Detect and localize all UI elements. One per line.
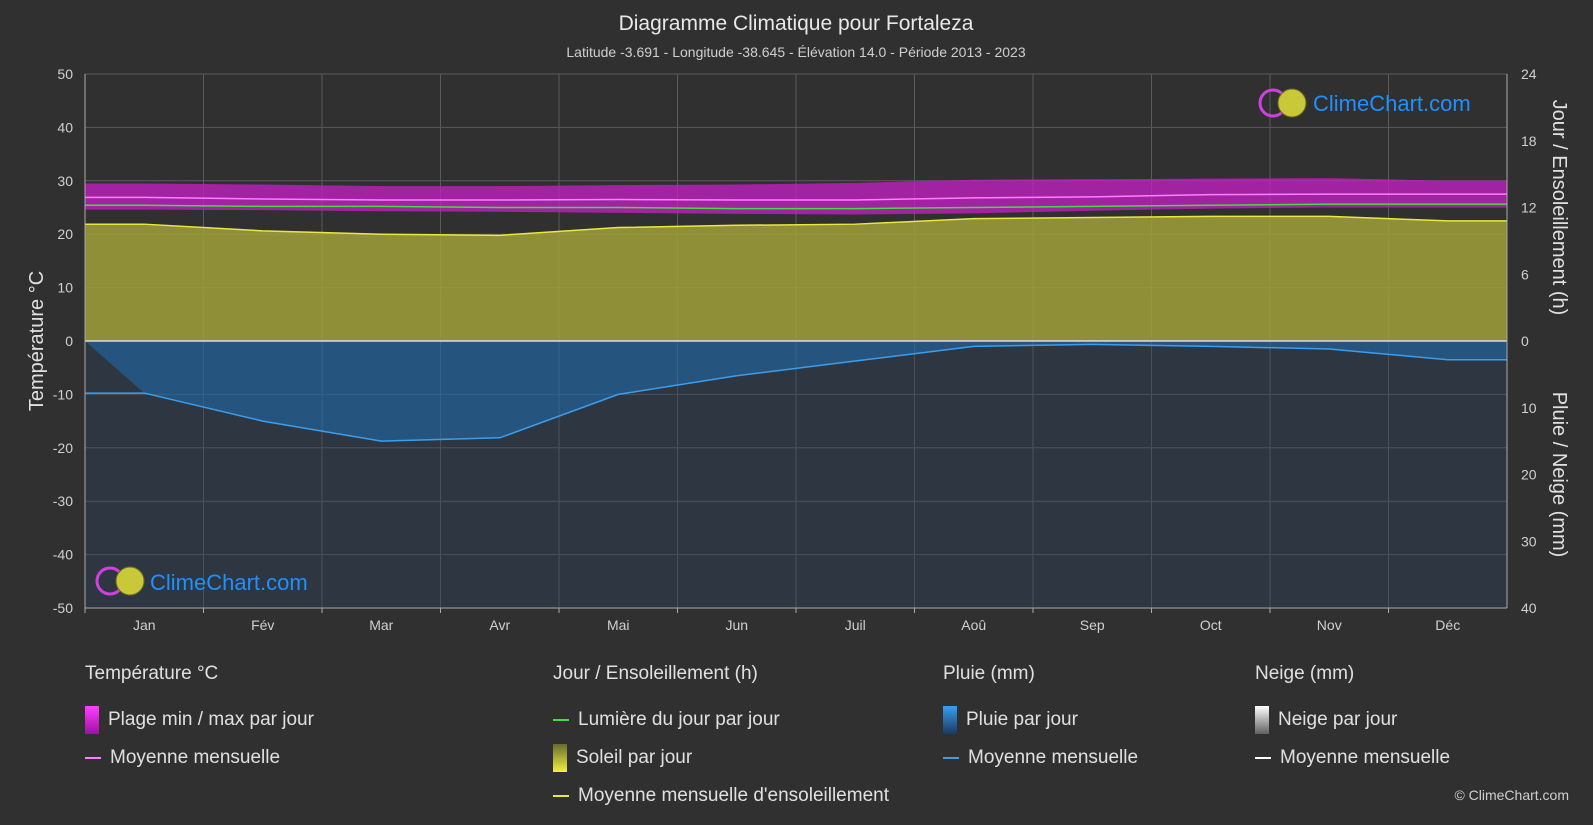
x-tick-label: Fév [251, 617, 274, 633]
legend-item: Moyenne mensuelle [110, 747, 281, 768]
y2-tick-label: 18 [1521, 133, 1537, 149]
legend-title: Pluie (mm) [943, 663, 1035, 684]
chart-title: Diagramme Climatique pour Fortaleza [619, 12, 974, 35]
legend-title: Température °C [85, 663, 219, 684]
x-tick-label: Sep [1080, 617, 1105, 633]
y-tick-label: 20 [57, 226, 73, 242]
x-tick-label: Aoû [961, 617, 986, 633]
axes: 50 40 30 20 10 0 -10 -20 -30 -40 -50 24 18 12 6 0 10 20 30… [26, 66, 1570, 633]
y-tick-label: 50 [57, 66, 73, 82]
copyright: © ClimeChart.com [1454, 787, 1569, 803]
y-axis-label: Température °C [26, 271, 48, 411]
chart-subtitle: Latitude -3.691 - Longitude -38.645 - Él… [566, 44, 1025, 60]
x-tick-label: Nov [1317, 617, 1342, 633]
temperature-mean-line [85, 193, 1507, 201]
y-tick-label: 40 [57, 119, 73, 135]
rain-area-fill [85, 341, 1507, 442]
legend-item: Pluie par jour [966, 709, 1078, 730]
x-tick-label: Mai [607, 617, 630, 633]
legend-title: Neige (mm) [1255, 663, 1355, 684]
y3-tick-label: 40 [1521, 600, 1537, 616]
y-tick-label: -30 [53, 493, 73, 509]
logo-globe-icon [1277, 88, 1307, 118]
mean-lines [85, 193, 1507, 442]
y-tick-label: 10 [57, 280, 73, 296]
y-tick-label: 30 [57, 173, 73, 189]
snow-swatch [1255, 706, 1269, 734]
watermark-top: ClimeChart.com [1258, 88, 1471, 118]
daylight-line [85, 203, 1507, 210]
legend-item: Soleil par jour [576, 747, 693, 768]
y3-tick-label: 20 [1521, 467, 1537, 483]
sunshine-mean-swatch [553, 795, 569, 797]
legend-temperature: Température °C Plage min / max par jour … [85, 663, 314, 777]
y2-tick-label: 0 [1521, 333, 1529, 349]
legend-sun: Jour / Ensoleillement (h) Lumière du jou… [553, 663, 889, 815]
legend-rain: Pluie (mm) Pluie par jour Moyenne mensue… [943, 663, 1138, 777]
legend-item: Moyenne mensuelle d'ensoleillement [578, 785, 889, 806]
sunshine-area [85, 216, 1507, 341]
y3-tick-label: 10 [1521, 400, 1537, 416]
y2-axis-label: Jour / Ensoleillement (h) [1548, 100, 1570, 316]
temp-band-swatch [85, 706, 99, 734]
x-tick-label: Oct [1200, 617, 1222, 633]
y2-tick-label: 6 [1521, 266, 1529, 282]
y-tick-label: 0 [65, 333, 73, 349]
x-tick-label: Jan [133, 617, 156, 633]
watermark-bottom: ClimeChart.com [95, 566, 308, 596]
x-tick-label: Avr [489, 617, 510, 633]
legend-item: Moyenne mensuelle [968, 747, 1139, 768]
legend-item: Lumière du jour par jour [578, 709, 780, 730]
daylight-swatch [553, 719, 569, 721]
x-tick-label: Juil [845, 617, 866, 633]
rain-mean-line [85, 343, 1507, 442]
rain-mean-swatch [943, 757, 959, 759]
y3-tick-label: 30 [1521, 533, 1537, 549]
legend-snow: Neige (mm) Neige par jour Moyenne mensue… [1255, 663, 1450, 777]
legend-title: Jour / Ensoleillement (h) [553, 663, 758, 684]
y-tick-label: -40 [53, 547, 73, 563]
watermark-text: ClimeChart.com [1313, 91, 1471, 116]
legend-item: Plage min / max par jour [108, 709, 314, 730]
logo-globe-icon [115, 566, 145, 596]
watermark-text: ClimeChart.com [150, 570, 308, 595]
temp-mean-swatch [85, 757, 101, 759]
sunshine-swatch [553, 744, 567, 772]
rain-swatch [943, 706, 957, 734]
y-tick-label: -10 [53, 386, 73, 402]
y2-tick-label: 24 [1521, 66, 1537, 82]
y-tick-label: -20 [53, 440, 73, 456]
y-tick-label: -50 [53, 600, 73, 616]
x-tick-label: Mar [369, 617, 393, 633]
x-tick-label: Déc [1435, 617, 1460, 633]
y2-tick-label: 12 [1521, 200, 1537, 216]
legend-item: Moyenne mensuelle [1280, 747, 1451, 768]
sunshine-area-fill [85, 216, 1507, 341]
legend-item: Neige par jour [1278, 709, 1398, 730]
sunshine-mean-line [85, 215, 1507, 237]
rain-area [85, 341, 1507, 608]
snow-mean-swatch [1255, 757, 1271, 759]
x-tick-label: Jun [725, 617, 748, 633]
y3-axis-label: Pluie / Neige (mm) [1548, 392, 1570, 558]
